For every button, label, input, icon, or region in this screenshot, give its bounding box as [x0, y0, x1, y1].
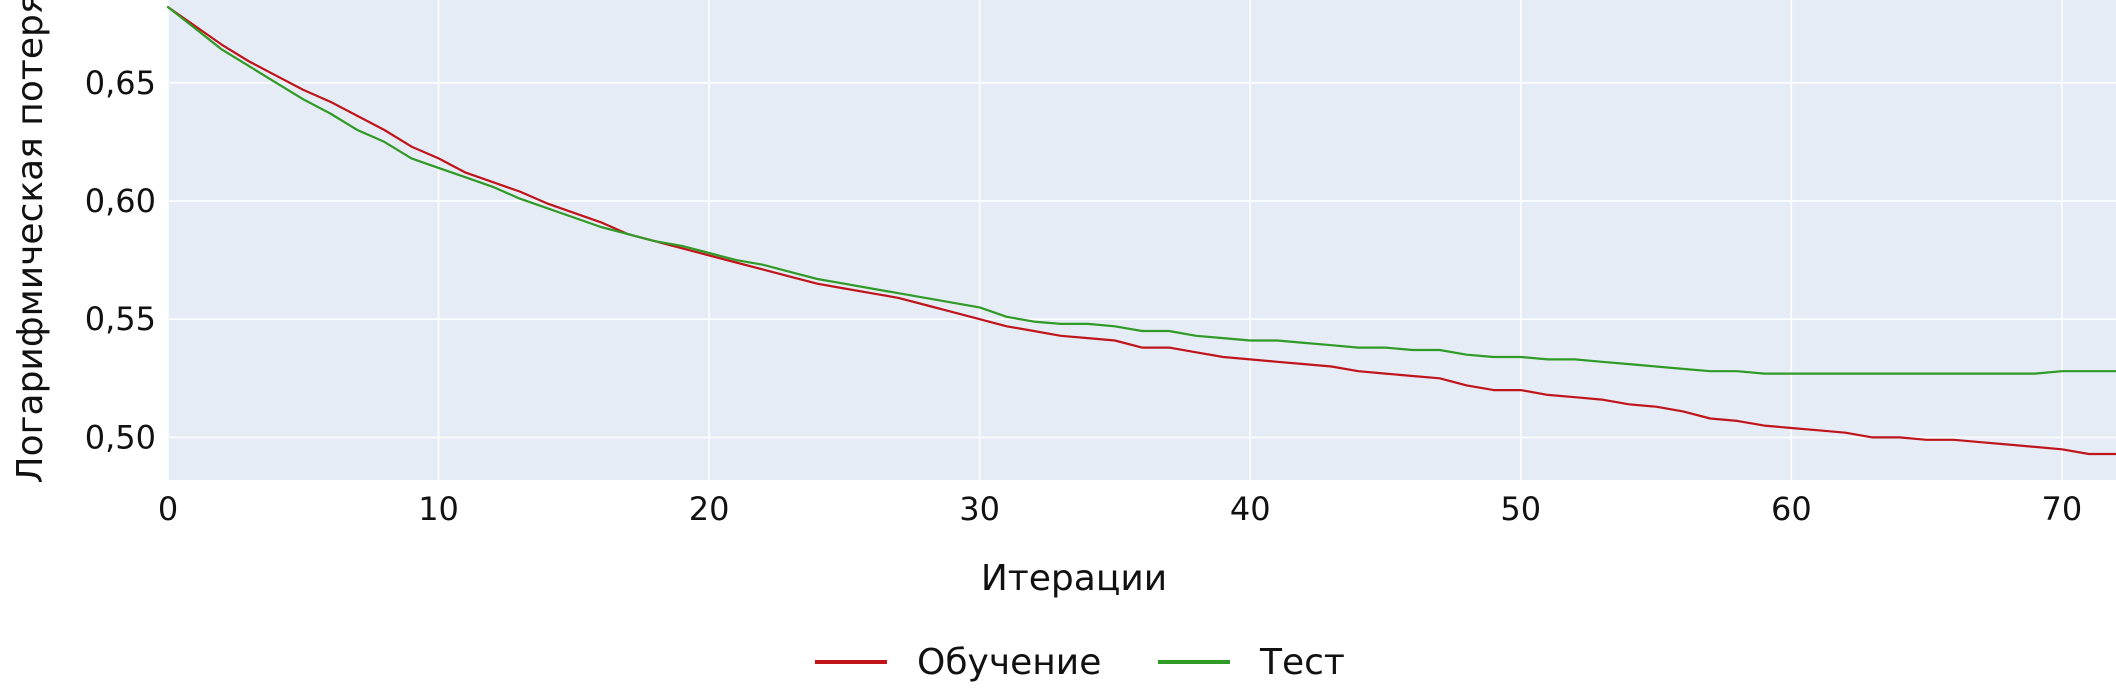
y-tick-labels: 0,50 0,55 0,60 0,65: [85, 64, 156, 457]
y-tick-label: 0,65: [85, 64, 156, 102]
series-lines: [166, 5, 2116, 456]
x-tick-label: 50: [1500, 490, 1541, 528]
x-tick-label: 60: [1771, 490, 1812, 528]
x-axis-title: Итерации: [981, 558, 1167, 599]
legend: Обучение Тест: [815, 642, 1345, 683]
x-tick-label: 10: [418, 490, 459, 528]
legend-item-1: Обучение: [815, 642, 1101, 683]
x-tick-label: 70: [2042, 490, 2083, 528]
y-gridlines: [168, 82, 2116, 439]
series-line-1: [166, 5, 2116, 456]
legend-label: Обучение: [917, 642, 1101, 683]
y-axis-title: Логарифмическая потеря: [10, 0, 51, 483]
y-tick-label: 0,60: [85, 182, 156, 220]
x-gridlines: [167, 0, 2063, 480]
x-tick-label: 20: [689, 490, 730, 528]
legend-label: Тест: [1259, 642, 1345, 683]
series-line-2: [166, 5, 2116, 375]
legend-item-2: Тест: [1158, 642, 1345, 683]
x-tick-label: 30: [959, 490, 1000, 528]
y-tick-label: 0,50: [85, 418, 156, 456]
x-tick-label: 40: [1230, 490, 1271, 528]
x-tick-labels: 0 10 20 30 40 50 60 70: [158, 490, 2082, 528]
y-tick-label: 0,55: [85, 300, 156, 338]
x-tick-label: 0: [158, 490, 178, 528]
plot-area: [168, 0, 2116, 480]
